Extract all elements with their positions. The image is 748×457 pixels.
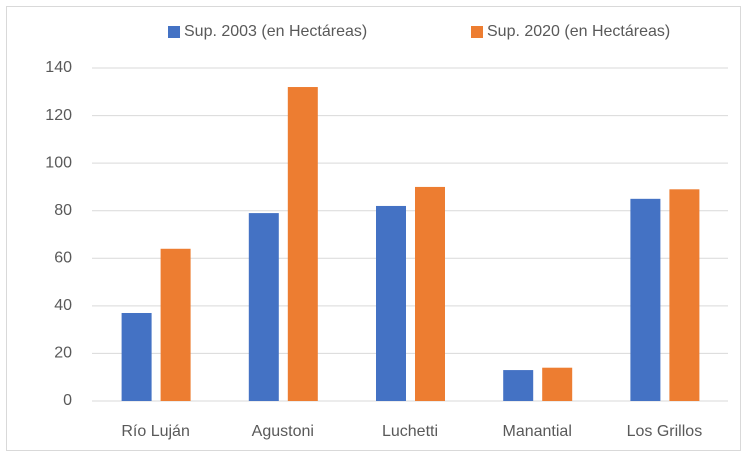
x-tick-label: Manantial bbox=[503, 423, 572, 440]
bar bbox=[160, 248, 191, 401]
x-tick-label: Los Grillos bbox=[627, 423, 703, 440]
bar bbox=[542, 367, 573, 401]
bar bbox=[376, 205, 406, 401]
bar bbox=[287, 87, 318, 402]
y-tick-label: 100 bbox=[45, 154, 72, 171]
legend-swatch bbox=[168, 26, 180, 38]
y-tick-label: 0 bbox=[63, 392, 72, 409]
bar bbox=[630, 198, 661, 401]
y-tick-label: 140 bbox=[45, 59, 72, 76]
bar bbox=[669, 189, 700, 401]
y-tick-label: 20 bbox=[54, 345, 72, 362]
bar bbox=[248, 213, 279, 401]
legend-label: Sup. 2003 (en Hectáreas) bbox=[184, 23, 367, 40]
legend-label: Sup. 2020 (en Hectáreas) bbox=[487, 23, 670, 40]
bar bbox=[121, 312, 152, 401]
x-tick-label: Agustoni bbox=[252, 423, 314, 440]
y-tick-label: 60 bbox=[54, 250, 72, 267]
x-tick-label: Río Luján bbox=[121, 423, 190, 440]
y-tick-label: 40 bbox=[54, 297, 72, 314]
bar bbox=[415, 186, 445, 401]
bar bbox=[503, 370, 534, 401]
y-tick-label: 80 bbox=[54, 202, 72, 219]
x-tick-label: Luchetti bbox=[382, 423, 438, 440]
legend-swatch bbox=[471, 26, 483, 38]
y-tick-label: 120 bbox=[45, 107, 72, 124]
